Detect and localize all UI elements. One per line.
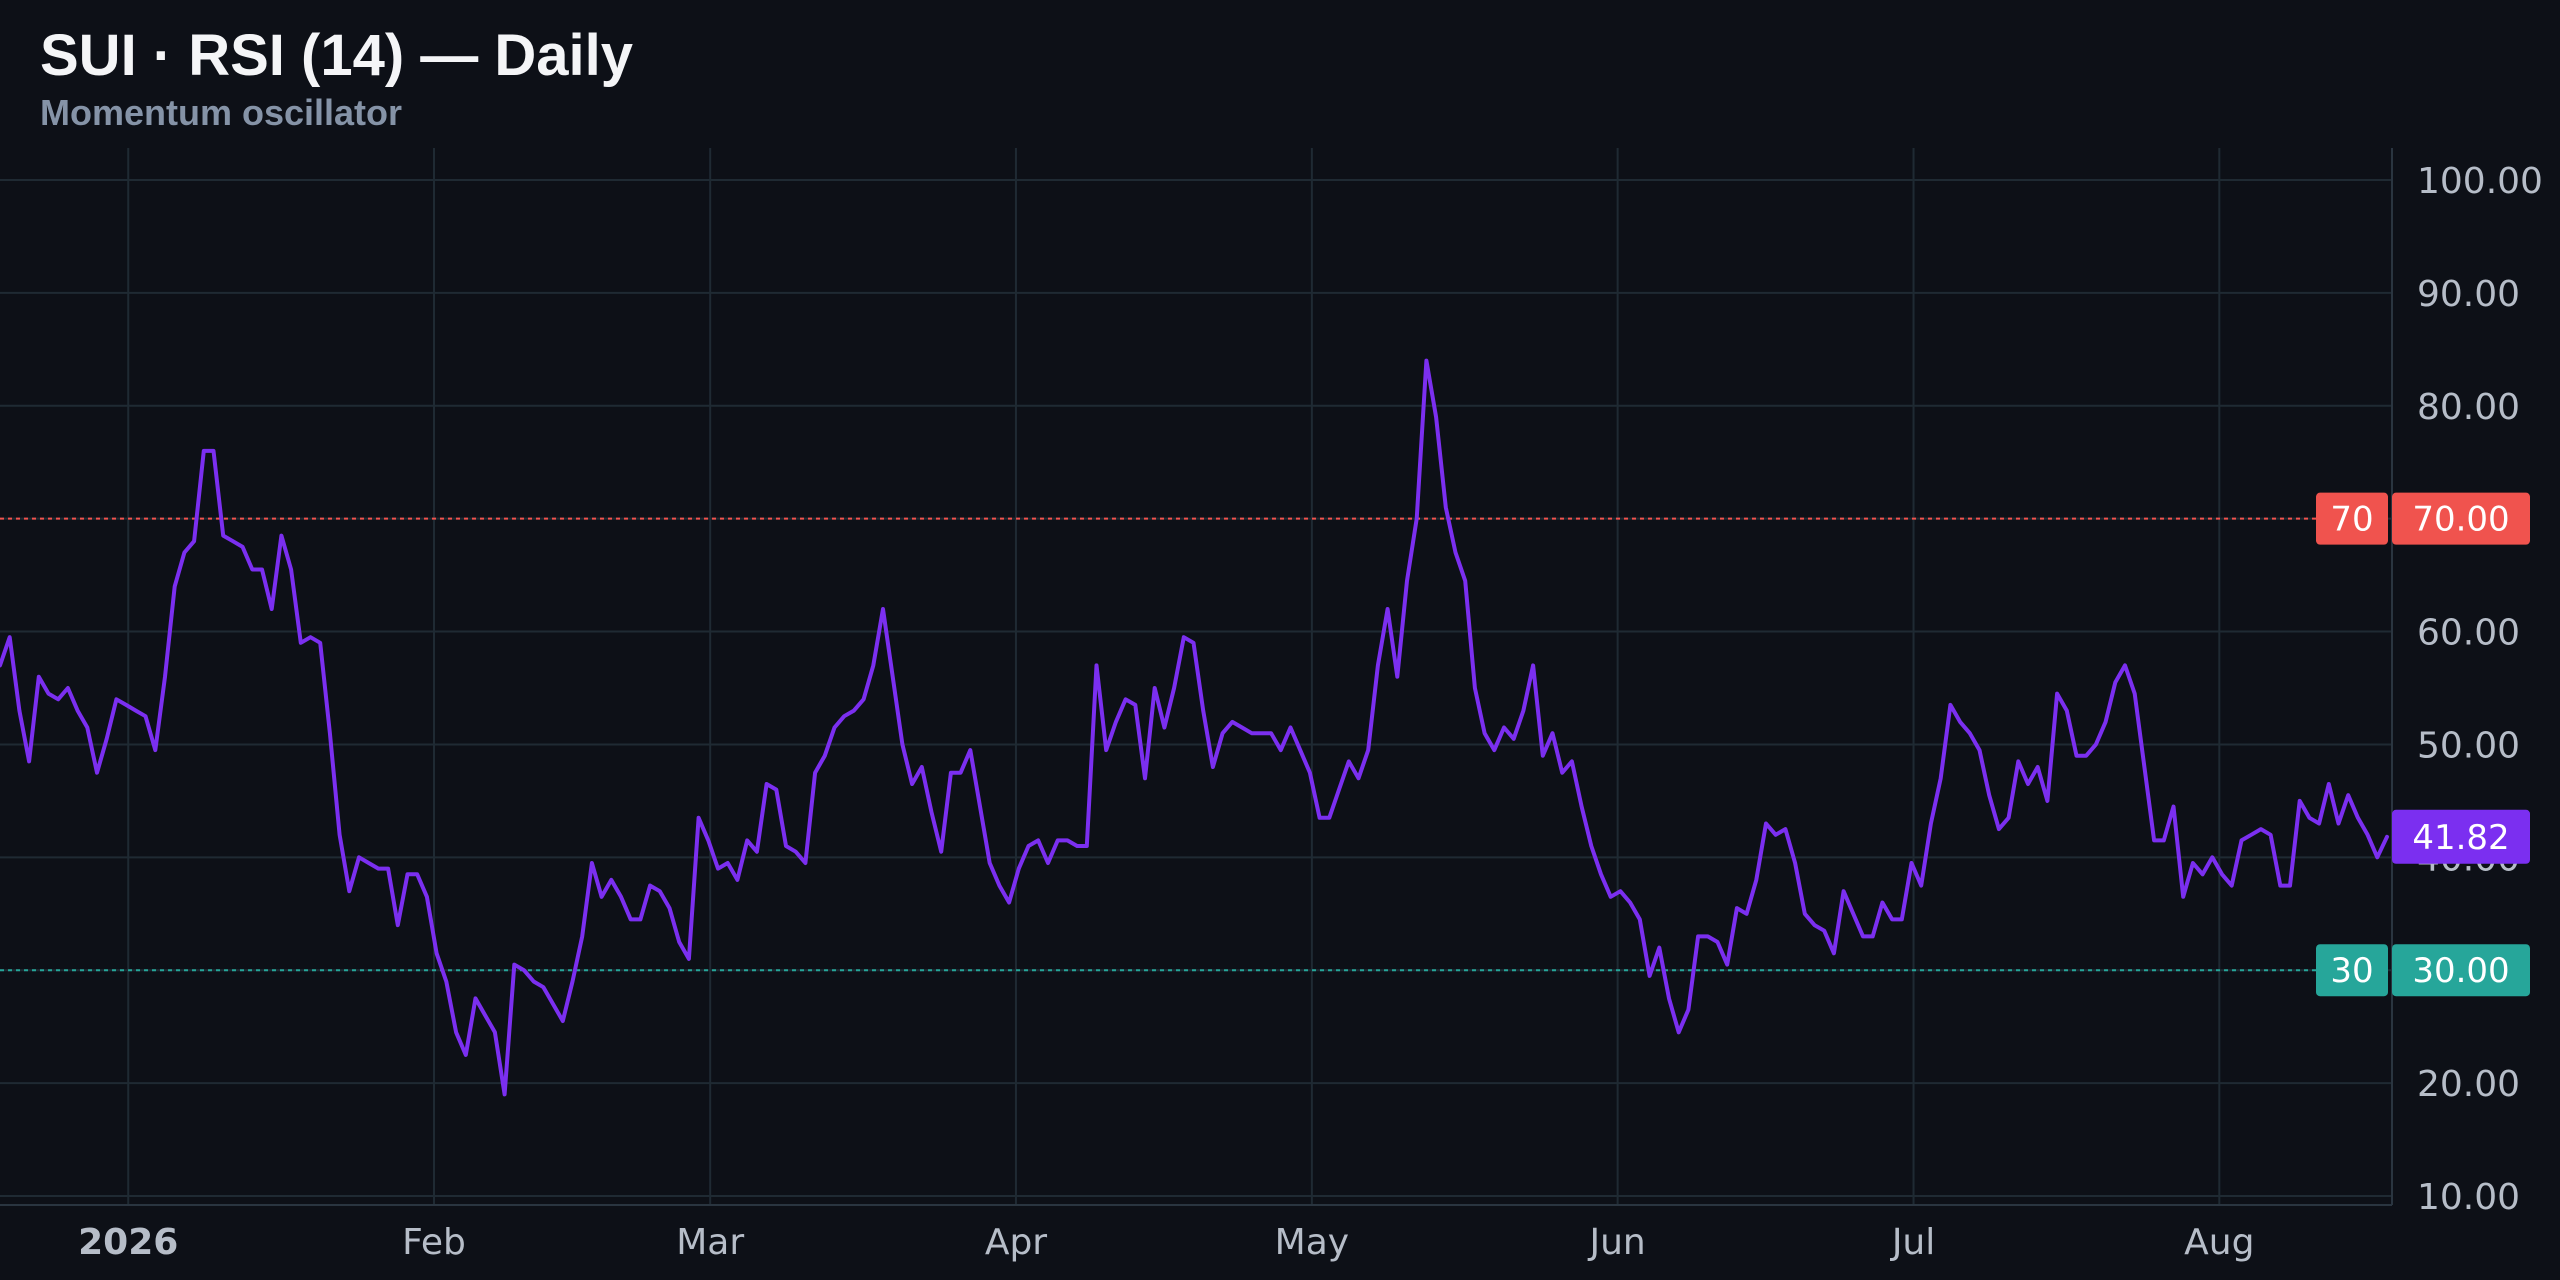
reference-lines	[0, 517, 2318, 972]
y-tick-label: 50.00	[2417, 725, 2520, 766]
price-tags: 70 70.00 30 30.00 41.82	[2316, 492, 2530, 997]
rsi-series	[0, 358, 2389, 1097]
y-tick-label: 20.00	[2417, 1064, 2520, 1105]
x-tick-label: Aug	[2184, 1222, 2254, 1263]
price-tag-70	[2392, 492, 2530, 545]
price-tag-label: 70.00	[2412, 500, 2509, 540]
x-tick-label: Mar	[676, 1222, 744, 1263]
y-tick-label: 80.00	[2417, 387, 2520, 428]
y-tick-label: 90.00	[2417, 274, 2520, 315]
last-value-label: 41.82	[2412, 818, 2509, 858]
reference-tag-label: 30	[2330, 951, 2373, 991]
chart-subtitle: Momentum oscillator	[40, 92, 403, 133]
x-tick-label: Jul	[1890, 1222, 1935, 1263]
last-value-tag	[2392, 809, 2530, 864]
y-tick-label: 100.00	[2417, 161, 2543, 202]
reference-tag-30	[2316, 944, 2388, 997]
chart-title: SUI · RSI (14) — Daily	[40, 23, 634, 88]
x-tick-label: Apr	[985, 1222, 1047, 1263]
x-tick-label: Jun	[1588, 1222, 1646, 1263]
x-tick-label: 2026	[78, 1222, 178, 1263]
time-axis: 2026 Feb Mar Apr May Jun Jul Aug	[0, 1204, 2392, 1263]
reference-tag-70	[2316, 492, 2388, 545]
x-tick-label: May	[1275, 1222, 1349, 1263]
reference-tag-label: 70	[2330, 500, 2373, 540]
rsi-line	[0, 358, 2389, 1097]
grid-lines	[0, 148, 2392, 1205]
y-tick-label: 60.00	[2417, 613, 2520, 654]
x-tick-label: Feb	[402, 1222, 466, 1263]
price-tag-30	[2392, 944, 2530, 997]
price-axis: 100.0090.0080.0070.0060.0050.0040.0030.0…	[2391, 148, 2543, 1218]
y-tick-label: 10.00	[2417, 1177, 2520, 1218]
price-tag-label: 30.00	[2412, 951, 2509, 991]
